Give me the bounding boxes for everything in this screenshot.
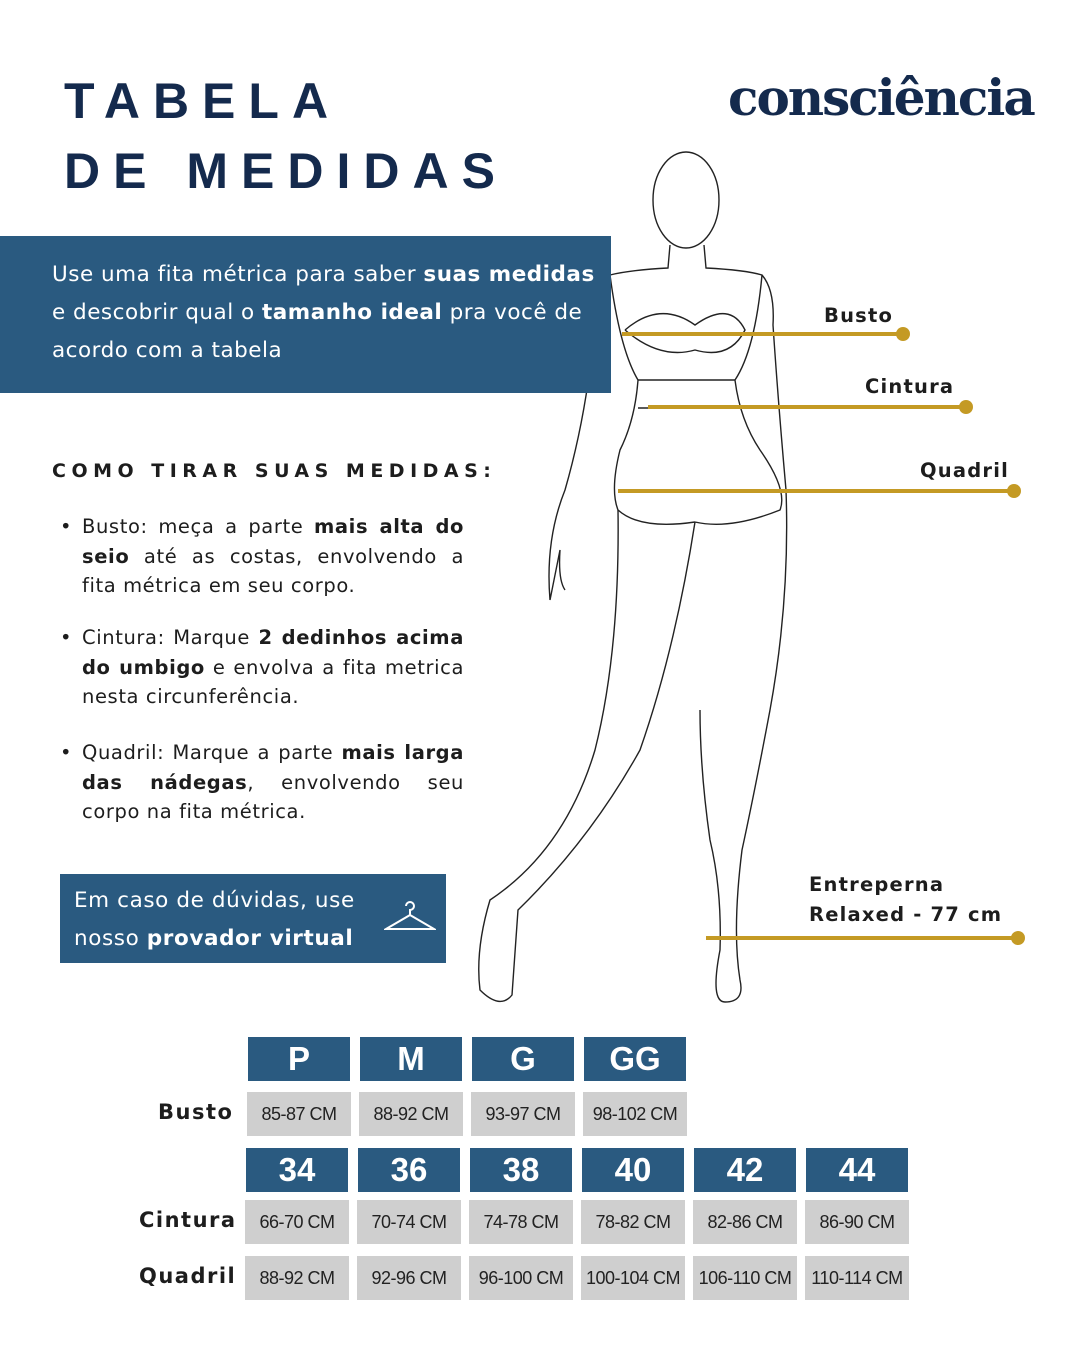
size-header-40: 40: [582, 1148, 684, 1192]
size-header-44: 44: [806, 1148, 908, 1192]
quadril-cell: 88-92 CM: [245, 1256, 349, 1300]
quadril-cell: 92-96 CM: [357, 1256, 461, 1300]
text: e envolva a fita metrica nesta circunfer…: [82, 655, 464, 709]
size-header-36: 36: [358, 1148, 460, 1192]
bullet-cintura: Cintura: Marque 2 dedinhos acima do umbi…: [60, 623, 464, 712]
busto-marker: [896, 327, 910, 341]
body-figure-illustration: [478, 151, 788, 1003]
label-quadril: Quadril: [920, 459, 1009, 482]
size-header-P: P: [248, 1037, 350, 1081]
busto-cell: 98-102 CM: [583, 1092, 687, 1136]
size-header-M: M: [360, 1037, 462, 1081]
size-header-GG: GG: [584, 1037, 686, 1081]
quadril-cell: 96-100 CM: [469, 1256, 573, 1300]
cintura-cell: 78-82 CM: [581, 1200, 685, 1244]
bold-text: 2 dedinhos acima do umbigo: [82, 626, 464, 679]
title-line-2: DE MEDIDAS: [64, 143, 508, 199]
bold-text: tamanho ideal: [262, 300, 443, 325]
quadril-line: [618, 489, 1014, 493]
bold-text: provador virtual: [146, 926, 354, 951]
entreperna-line: [706, 936, 1018, 940]
row-label-busto: Busto: [158, 1100, 234, 1124]
label-busto: Busto: [824, 304, 894, 327]
entreperna-value: Relaxed - 77 cm: [809, 903, 1003, 926]
busto-line: [622, 332, 902, 336]
text: Em caso de dúvidas, use nosso: [74, 888, 355, 951]
intro-banner: Use uma fita métrica para saber suas med…: [0, 236, 611, 393]
size-header-42: 42: [694, 1148, 796, 1192]
text: Busto: meça a parte: [82, 515, 314, 538]
cintura-cell: 86-90 CM: [805, 1200, 909, 1244]
bullet-busto: Busto: meça a parte mais alta do seio at…: [60, 512, 464, 601]
intro-text: Use uma fita métrica para saber suas med…: [52, 262, 595, 363]
busto-cell: 93-97 CM: [471, 1092, 575, 1136]
text: Cintura: Marque: [82, 626, 259, 649]
bold-text: mais larga das nádegas: [82, 741, 464, 794]
text: e descobrir qual o: [52, 300, 262, 325]
cintura-cell: 82-86 CM: [693, 1200, 797, 1244]
bullet-text: Cintura: Marque 2 dedinhos acima do umbi…: [82, 626, 464, 708]
quadril-cell: 100-104 CM: [581, 1256, 685, 1300]
label-cintura: Cintura: [865, 375, 955, 398]
text: pra você de acordo com a tabela: [52, 300, 583, 363]
cintura-marker: [959, 400, 973, 414]
entreperna-marker: [1011, 931, 1025, 945]
text: , envolvendo seu corpo na fita métrica.: [82, 770, 464, 824]
cintura-cell: 74-78 CM: [469, 1200, 573, 1244]
bold-text: mais alta do seio: [82, 515, 465, 568]
bold-text: suas medidas: [423, 262, 595, 287]
size-header-38: 38: [470, 1148, 572, 1192]
text: até as costas, envolvendo a fita métrica…: [82, 544, 464, 598]
busto-cell: 85-87 CM: [247, 1092, 351, 1136]
title-line-1: TABELA: [64, 73, 342, 129]
hanger-icon: [384, 901, 436, 930]
page-title: TABELA DE MEDIDAS: [64, 66, 508, 206]
brand-logo: consciência: [728, 68, 1036, 127]
cintura-cell: 66-70 CM: [245, 1200, 349, 1244]
row-label-cintura: Cintura: [139, 1208, 237, 1232]
quadril-marker: [1007, 484, 1021, 498]
label-entreperna: Entreperna Relaxed - 77 cm: [809, 870, 1002, 930]
text: Use uma fita métrica para saber: [52, 262, 424, 287]
help-text: Em caso de dúvidas, use nosso provador v…: [74, 888, 355, 951]
quadril-cell: 106-110 CM: [693, 1256, 797, 1300]
bullet-quadril: Quadril: Marque a parte mais larga das n…: [60, 738, 464, 827]
cintura-cell: 70-74 CM: [357, 1200, 461, 1244]
quadril-cell: 110-114 CM: [805, 1256, 909, 1300]
row-label-quadril: Quadril: [139, 1264, 237, 1288]
bullet-text: Busto: meça a parte mais alta do seio at…: [82, 515, 464, 597]
busto-cell: 88-92 CM: [359, 1092, 463, 1136]
cintura-line: [648, 405, 966, 409]
entreperna-title: Entreperna: [809, 873, 945, 896]
virtual-fitting-room-button[interactable]: Em caso de dúvidas, use nosso provador v…: [60, 874, 446, 963]
size-header-34: 34: [246, 1148, 348, 1192]
size-header-G: G: [472, 1037, 574, 1081]
how-to-heading: COMO TIRAR SUAS MEDIDAS:: [52, 460, 497, 482]
text: Quadril: Marque a parte: [82, 741, 342, 764]
bullet-text: Quadril: Marque a parte mais larga das n…: [82, 741, 464, 823]
